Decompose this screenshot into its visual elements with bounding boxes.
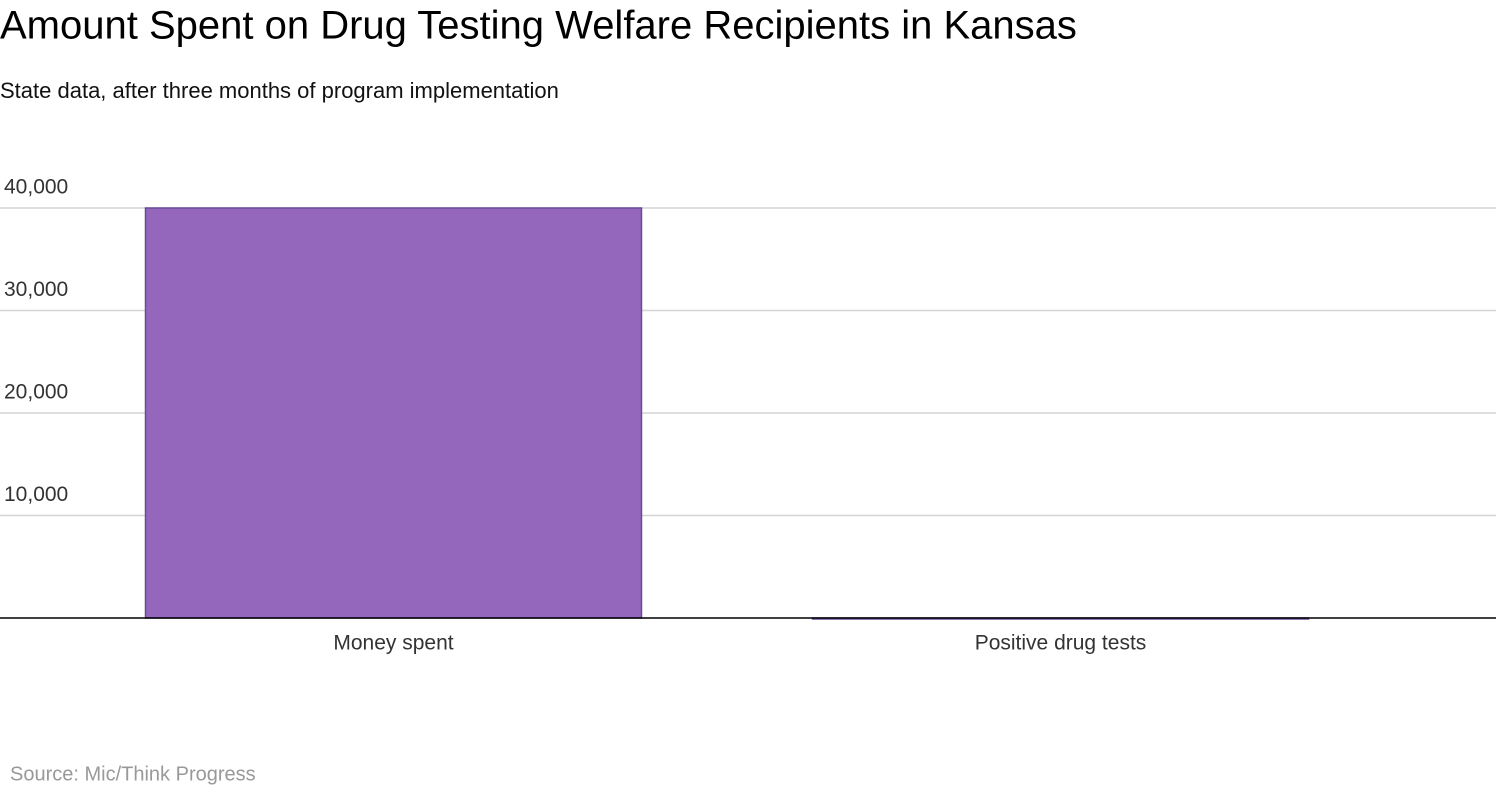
y-tick-label: 40,000 (4, 176, 68, 199)
y-tick-label: 10,000 (4, 483, 68, 506)
x-tick-label: Positive drug tests (975, 632, 1147, 655)
bar (144, 207, 643, 619)
x-tick-label: Money spent (333, 632, 453, 655)
chart-subtitle: State data, after three months of progra… (0, 78, 559, 103)
chart-title: Amount Spent on Drug Testing Welfare Rec… (0, 4, 1077, 48)
source: Source: Mic/Think Progress (10, 763, 256, 785)
y-tick-label: 20,000 (4, 381, 68, 404)
y-tick-label: 30,000 (4, 278, 68, 301)
